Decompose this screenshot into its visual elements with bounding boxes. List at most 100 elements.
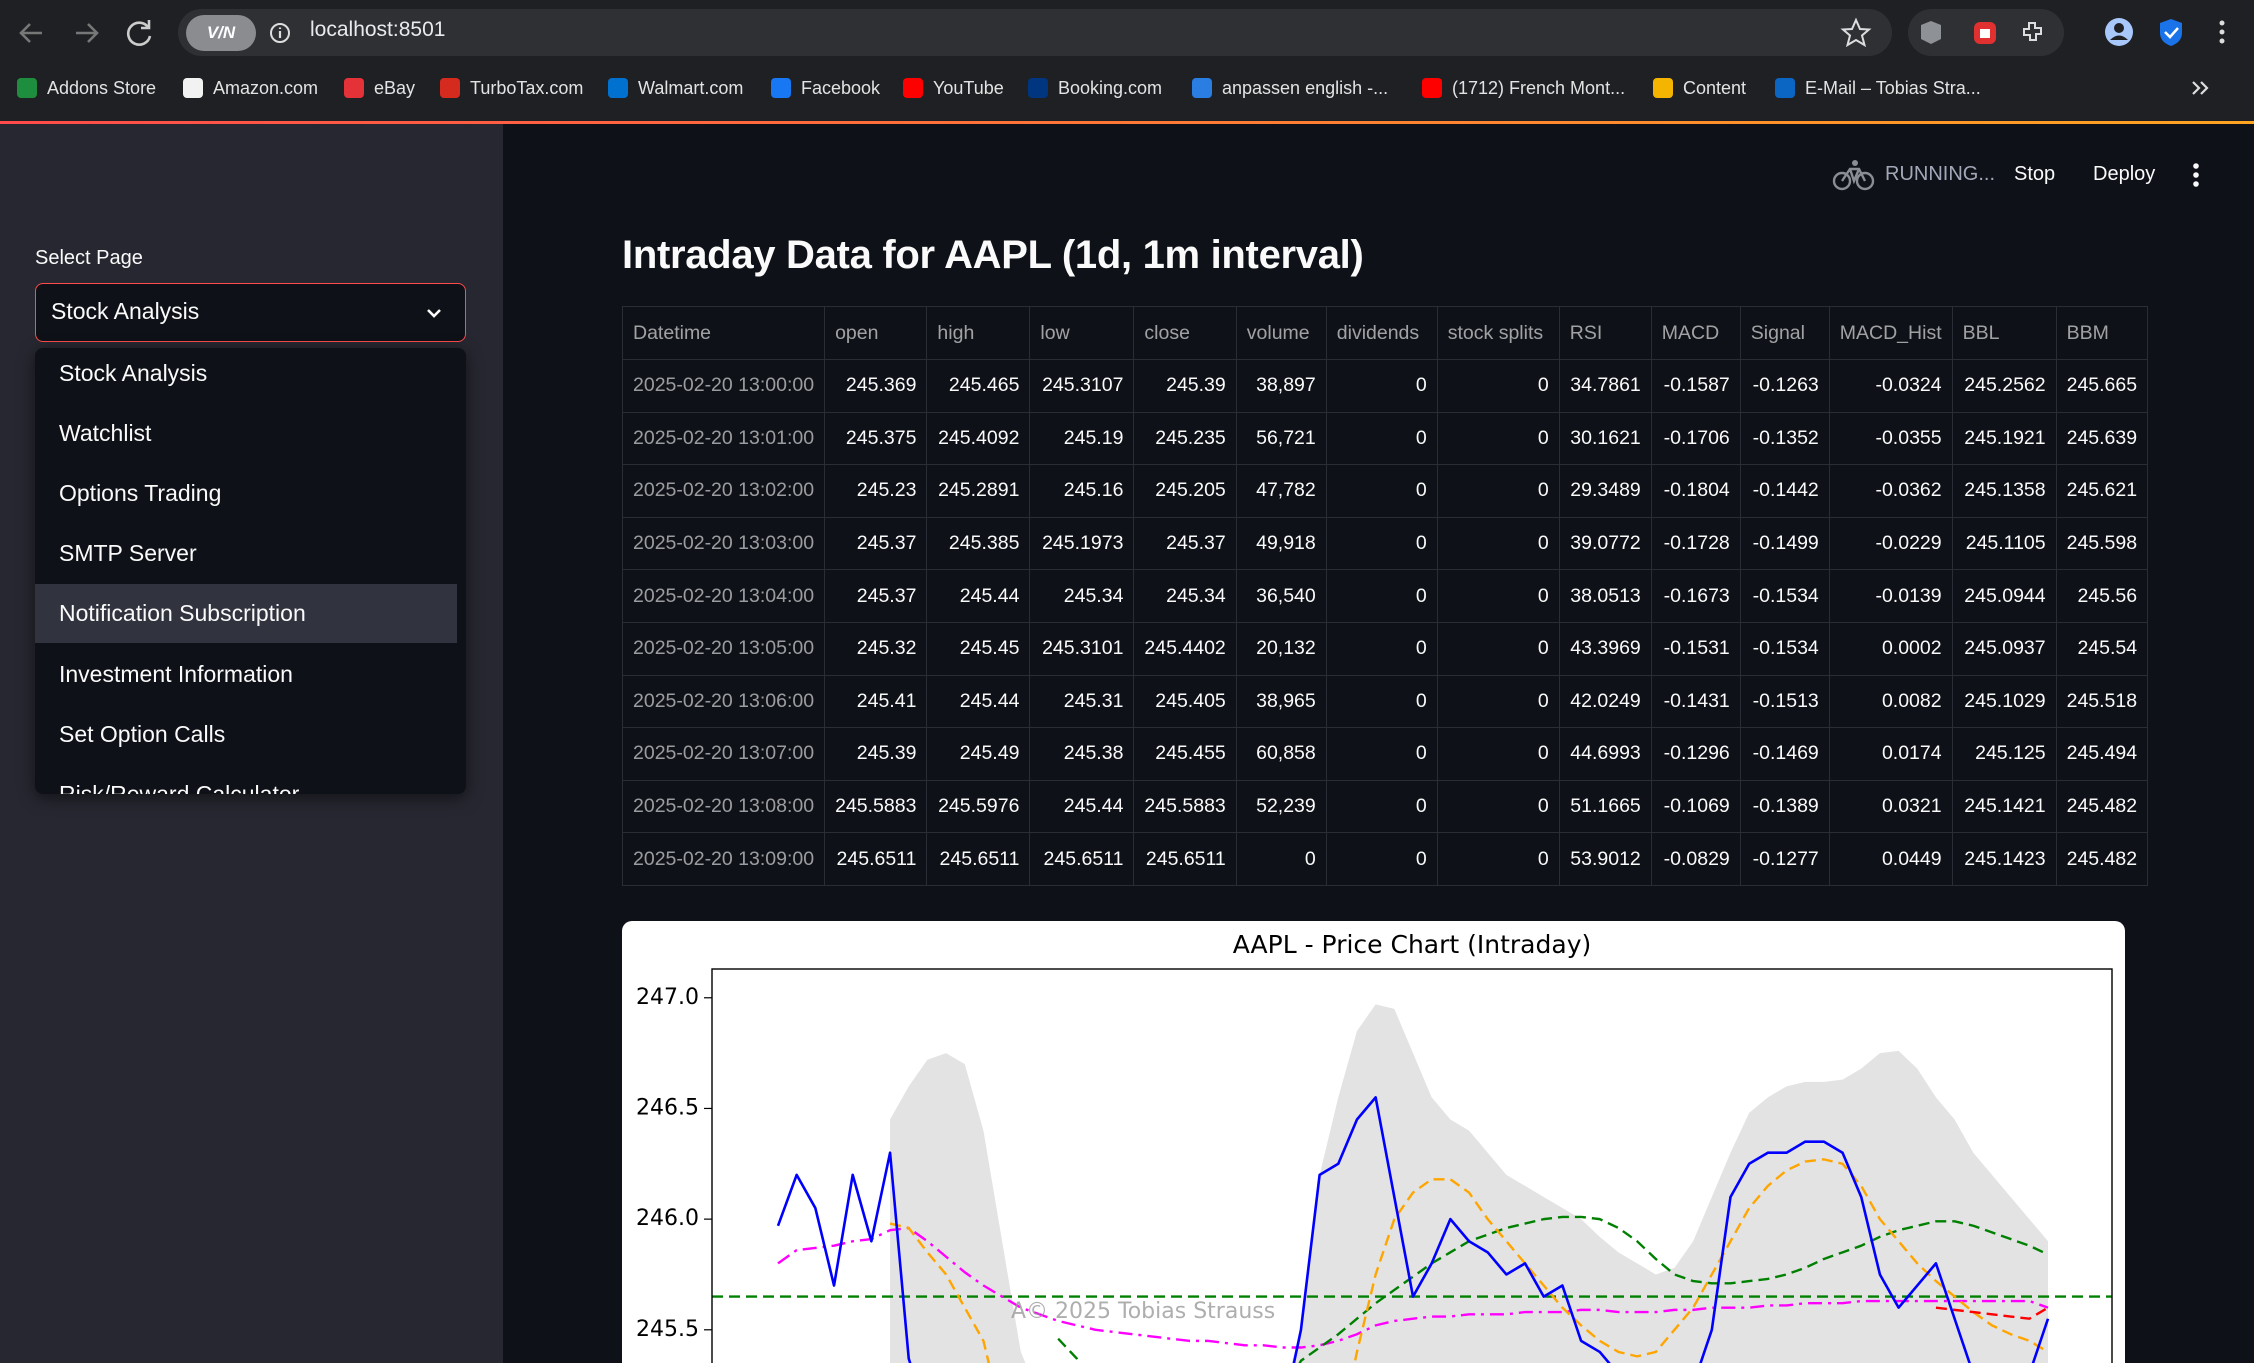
select-chevron[interactable]	[422, 301, 446, 325]
table-cell: 0	[1325, 569, 1438, 623]
table-cell: 245.32	[824, 621, 928, 676]
page-option[interactable]: SMTP Server	[59, 540, 197, 567]
column-header[interactable]: volume	[1235, 306, 1327, 360]
table-cell: 0	[1436, 359, 1560, 413]
table-cell: 44.6993	[1558, 727, 1652, 781]
bookmark-label[interactable]: Booking.com	[1058, 77, 1163, 98]
bookmark-label[interactable]: TurboTax.com	[470, 77, 584, 98]
bookmark-label[interactable]: Addons Store	[47, 77, 157, 98]
page-option[interactable]: Watchlist	[59, 420, 152, 447]
column-header[interactable]: stock splits	[1436, 306, 1560, 360]
bookmark-star[interactable]	[1840, 17, 1872, 49]
table-row: 2025-02-20 13:01:00 245.375 245.4092 245.19…	[621, 411, 2149, 466]
site-info-icon[interactable]	[268, 21, 292, 45]
column-header[interactable]: RSI	[1558, 306, 1652, 360]
bookmark[interactable]: eBay	[344, 74, 415, 102]
column-header[interactable]: BBL	[1951, 306, 2057, 360]
bookmark-label[interactable]: (1712) French Mont...	[1452, 77, 1626, 98]
page-option[interactable]: Risk/Reward Calculator	[59, 780, 300, 794]
column-header[interactable]: MACD_Hist	[1828, 306, 1953, 360]
bookmark-label[interactable]: Content	[1683, 77, 1747, 98]
bookmark-label[interactable]: anpassen english -...	[1222, 77, 1389, 98]
address-bar[interactable]	[178, 9, 1892, 56]
stop-button[interactable]: Stop	[2014, 163, 2056, 185]
bookmark-label[interactable]: YouTube	[933, 77, 1004, 98]
table-cell: -0.1431	[1650, 674, 1741, 729]
bookmark[interactable]: (1712) French Mont...	[1422, 74, 1625, 102]
bookmark[interactable]: Amazon.com	[183, 74, 318, 102]
page-select[interactable]	[35, 283, 466, 342]
column-header[interactable]: Signal	[1739, 306, 1830, 360]
y-tick-label: 245.5	[636, 1317, 699, 1342]
table-cell: 245.639	[2055, 411, 2149, 466]
watermark: A© 2025 Tobias Strauss	[1011, 1299, 1275, 1324]
bookmark-label[interactable]: Facebook	[801, 77, 881, 98]
bookmark[interactable]: Addons Store	[17, 74, 156, 102]
column-header[interactable]: Datetime	[621, 306, 826, 360]
table-cell: 0	[1436, 621, 1560, 676]
column-header[interactable]: BBM	[2055, 306, 2149, 360]
table-cell: 0	[1436, 516, 1560, 571]
table-cell: 2025-02-20 13:00:00	[621, 359, 826, 413]
vpn-badge[interactable]: V/N	[186, 15, 256, 51]
address-text[interactable]: localhost:8501	[310, 18, 446, 41]
column-header[interactable]: low	[1029, 306, 1135, 360]
table-cell: 43.3969	[1558, 621, 1652, 676]
column-header[interactable]: open	[824, 306, 928, 360]
deploy-button[interactable]: Deploy	[2093, 163, 2156, 185]
table-cell: 245.665	[2055, 359, 2149, 413]
bookmark-icon	[183, 78, 203, 98]
table-cell: 245.3107	[1029, 359, 1135, 413]
column-header[interactable]: high	[926, 306, 1031, 360]
page-option[interactable]: Notification Subscription	[35, 584, 457, 644]
table-cell: -0.0829	[1650, 832, 1741, 886]
price-chart: AAPL - Price Chart (Intraday) 247.0 246.5…	[622, 921, 2125, 1363]
bookmark-label[interactable]: E-Mail – Tobias Stra...	[1805, 77, 1981, 98]
bookmark-icon	[17, 78, 37, 98]
profile-icons[interactable]	[2100, 9, 2254, 56]
bookmark[interactable]: E-Mail – Tobias Stra...	[1775, 74, 1981, 102]
bookmark[interactable]: Walmart.com	[608, 74, 743, 102]
more-bookmarks[interactable]	[2188, 76, 2212, 100]
bookmark[interactable]: anpassen english -...	[1192, 74, 1388, 102]
table-header-row: Datetime open high low close volume dividends s…	[621, 306, 2149, 360]
table-cell: 0.0082	[1828, 674, 1953, 729]
reload-button[interactable]	[126, 20, 152, 46]
table-cell: 245.44	[926, 674, 1031, 729]
page-title: Intraday Data for AAPL (1d, 1m interval)	[622, 233, 1364, 277]
column-header[interactable]: dividends	[1325, 306, 1438, 360]
extension-icons[interactable]	[1908, 9, 2064, 56]
table-cell: 245.6511	[824, 832, 928, 886]
bookmark-label[interactable]: Walmart.com	[638, 77, 744, 98]
bookmark-label[interactable]: eBay	[374, 77, 416, 98]
page-option[interactable]: Investment Information	[59, 660, 293, 687]
bookmark[interactable]: Content	[1653, 74, 1746, 102]
bookmark[interactable]: Booking.com	[1028, 74, 1162, 102]
bookmark[interactable]: YouTube	[903, 74, 1004, 102]
select-value[interactable]: Stock Analysis	[51, 298, 200, 324]
table-cell: 245.0937	[1951, 621, 2057, 676]
table-cell: 47,782	[1235, 464, 1327, 518]
back-button[interactable]	[19, 23, 42, 43]
table-cell: 0	[1325, 359, 1438, 413]
column-header[interactable]: close	[1133, 306, 1237, 360]
page-option[interactable]: Options Trading	[59, 480, 222, 507]
column-header[interactable]: MACD	[1650, 306, 1741, 360]
bookmark[interactable]: TurboTax.com	[440, 74, 583, 102]
table-cell: -0.1069	[1650, 779, 1741, 834]
nav-icons	[19, 20, 152, 46]
table-cell: 245.235	[1133, 411, 1237, 466]
forward-button[interactable]	[76, 23, 99, 43]
table-cell: -0.1296	[1650, 727, 1741, 781]
main-menu[interactable]	[2184, 161, 2208, 189]
bookmark-icon	[1192, 78, 1212, 98]
bookmark-label[interactable]: Amazon.com	[213, 77, 319, 98]
page-option[interactable]: Stock Analysis	[59, 360, 208, 386]
chart-title: AAPL - Price Chart (Intraday)	[1233, 930, 1592, 959]
table-cell: 0	[1436, 779, 1560, 834]
table-cell: -0.1804	[1650, 464, 1741, 518]
table-cell: 245.37	[824, 516, 928, 571]
bookmark[interactable]: Facebook	[771, 74, 880, 102]
page-option[interactable]: Set Option Calls	[59, 720, 226, 747]
table-cell: 245.465	[926, 359, 1031, 413]
